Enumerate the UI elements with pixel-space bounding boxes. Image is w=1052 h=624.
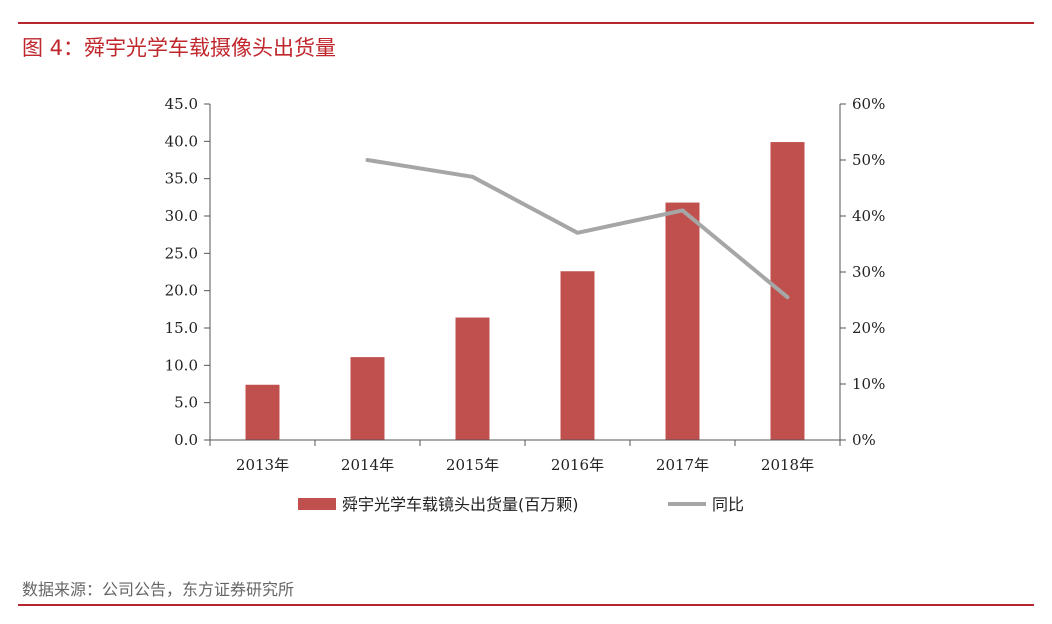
bar-1	[350, 357, 385, 440]
y-left-tick-label-0: 0.0	[174, 431, 198, 449]
y-left-tick-label-7: 35.0	[165, 170, 198, 188]
legend-label-bar: 舜宇光学车载镜头出货量(百万颗)	[342, 495, 579, 514]
x-tick-label-0: 2013年	[236, 456, 289, 474]
y-left-tick-label-8: 40.0	[165, 132, 198, 150]
y-left-tick-label-4: 20.0	[165, 282, 198, 300]
axes: 0.0 5.0 10.0 15.0 20.0 25.0 30.0 35.0 40.0 45.0 0%…	[165, 95, 886, 474]
x-tick-label-4: 2017年	[656, 456, 709, 474]
x-tick-label-3: 2016年	[551, 456, 604, 474]
y-left-tick-label-5: 25.0	[165, 244, 198, 262]
x-tick-label-2: 2015年	[446, 456, 499, 474]
y-left-tick-label-2: 10.0	[165, 356, 198, 374]
legend-label-line: 同比	[712, 495, 744, 514]
top-rule	[18, 22, 1034, 24]
yoy-line	[365, 158, 790, 300]
bottom-rule	[18, 604, 1034, 606]
y-left-tick-label-9: 45.0	[165, 95, 198, 113]
legend: 舜宇光学车载镜头出货量(百万颗) 同比	[298, 495, 744, 514]
x-tick-label-5: 2018年	[761, 456, 814, 474]
legend-swatch-bar	[298, 498, 336, 510]
y-right-tick-label-3: 30%	[852, 263, 885, 281]
y-left-tick-label-3: 15.0	[165, 319, 198, 337]
bar-2	[455, 317, 490, 440]
line-series	[365, 158, 790, 300]
bar-0	[245, 384, 280, 440]
y-right-tick-label-2: 20%	[852, 319, 885, 337]
bar-series	[245, 142, 805, 440]
y-right-tick-label-4: 40%	[852, 207, 885, 225]
x-tick-label-1: 2014年	[341, 456, 394, 474]
y-right-tick-label-0: 0%	[852, 431, 876, 449]
y-left-tick-label-6: 30.0	[165, 207, 198, 225]
y-right-tick-label-1: 10%	[852, 375, 885, 393]
source-note: 数据来源：公司公告，东方证券研究所	[22, 580, 295, 599]
y-right-tick-label-6: 60%	[852, 95, 885, 113]
bar-3	[560, 271, 595, 440]
chart: 0.0 5.0 10.0 15.0 20.0 25.0 30.0 35.0 40.0 45.0 0%…	[165, 95, 886, 514]
y-right-tick-label-5: 50%	[852, 151, 885, 169]
figure-title: 图 4：舜宇光学车载摄像头出货量	[22, 36, 337, 60]
bar-5	[770, 142, 805, 440]
bar-4	[665, 202, 700, 440]
y-left-tick-label-1: 5.0	[174, 394, 198, 412]
